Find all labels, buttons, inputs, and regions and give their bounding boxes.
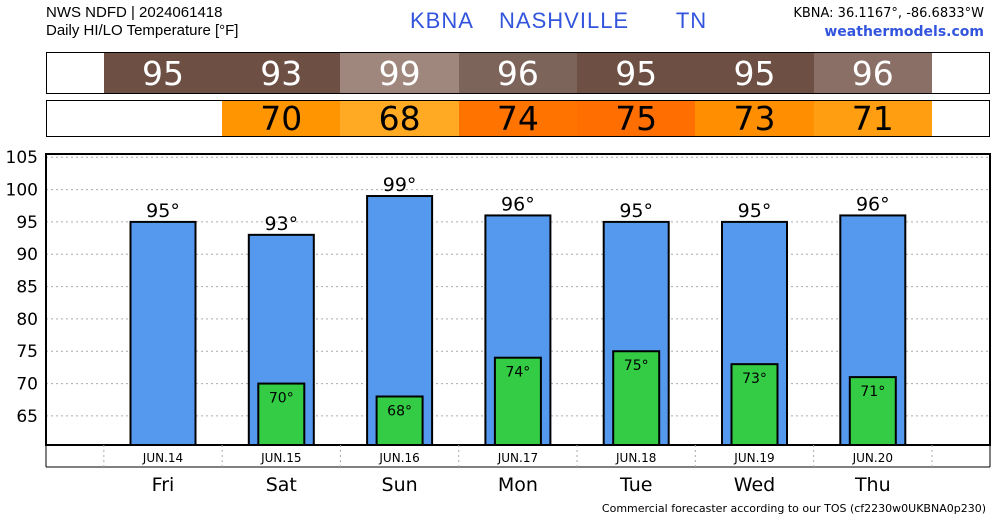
high-temp-cell: 96 [458, 53, 578, 93]
low-temp-cell: 73 [695, 99, 814, 138]
product-title: NWS NDFD | 2024061418 [46, 4, 223, 21]
station-city: NASHVILLE [499, 8, 630, 33]
low-temp-cell: 75 [577, 99, 696, 138]
date-label: JUN.19 [733, 451, 774, 465]
y-tick-label: 75 [16, 342, 38, 362]
low-temp-cell: 74 [458, 99, 578, 138]
low-temp-label: 70° [269, 391, 294, 407]
low-temp-label: 73° [742, 371, 767, 387]
y-tick-label: 80 [16, 310, 38, 330]
day-label: Wed [734, 474, 775, 496]
product-subtitle: Daily HI/LO Temperature [°F] [46, 22, 239, 39]
low-temp-bar [848, 376, 897, 447]
station-id: KBNA [410, 8, 474, 33]
low-temp-bar [612, 350, 661, 447]
y-tick-label: 90 [16, 245, 38, 265]
low-temp-bar [493, 356, 542, 446]
high-temp-cell: 99 [340, 53, 459, 93]
date-label: JUN.15 [260, 451, 301, 465]
high-temp-cell: 95 [577, 53, 696, 93]
low-temp-cell: 70 [222, 99, 341, 138]
day-label: Mon [498, 474, 538, 496]
high-temp-cell: 96 [813, 53, 932, 93]
y-tick-label: 95 [16, 213, 38, 233]
low-temp-label: 74° [505, 365, 530, 381]
high-temp-label: 95° [146, 200, 180, 222]
high-temp-strip: 95 93 99 96 95 95 96 [46, 52, 990, 94]
low-temp-label: 68° [387, 404, 412, 420]
high-temp-cell: 95 [695, 53, 814, 93]
day-label: Sat [266, 474, 297, 496]
day-label: Sun [382, 474, 418, 496]
station-heading: KBNA NASHVILLE TN [410, 8, 725, 34]
high-temp-label: 95° [619, 200, 653, 222]
high-temp-label: 99° [383, 174, 417, 196]
day-label: Fri [152, 474, 175, 496]
station-coordinates: KBNA: 36.1167°, -86.6833°W [793, 6, 984, 21]
low-temp-bar [730, 363, 779, 447]
low-temp-strip: 70 68 74 75 73 71 [46, 99, 990, 138]
high-temp-label: 96° [856, 193, 890, 215]
y-tick-label: 85 [16, 278, 38, 298]
y-tick-label: 105 [6, 148, 38, 168]
low-temp-label: 71° [860, 384, 885, 400]
high-temp-cell: 93 [222, 53, 341, 93]
low-temp-cell [104, 101, 222, 136]
site-link[interactable]: weathermodels.com [824, 24, 984, 40]
high-temp-label: 96° [501, 193, 535, 215]
high-temp-label: 95° [738, 200, 772, 222]
low-temp-cell: 68 [340, 99, 459, 138]
y-tick-label: 100 [6, 181, 38, 201]
y-tick-label: 70 [16, 375, 38, 395]
day-label: Tue [619, 474, 652, 496]
low-temp-label: 75° [624, 358, 649, 374]
low-temp-bar [257, 382, 306, 446]
footer-note: Commercial forecaster according to our T… [601, 502, 986, 515]
date-label: JUN.17 [497, 451, 538, 465]
date-label: JUN.18 [615, 451, 656, 465]
high-temp-label: 93° [264, 213, 298, 235]
high-temp-cell: 95 [103, 53, 223, 93]
date-label: JUN.16 [378, 451, 419, 465]
high-temp-bar [129, 220, 197, 447]
date-label: JUN.20 [852, 451, 893, 465]
date-label: JUN.14 [142, 451, 183, 465]
day-label: Thu [854, 474, 891, 496]
low-temp-cell: 71 [813, 99, 932, 138]
y-tick-label: 65 [16, 407, 38, 427]
plot-frame [45, 153, 991, 446]
station-state: TN [675, 8, 708, 33]
temperature-chart: 105 100 95 90 85 80 75 70 65 95° 93° 70° 99° 68° 96° 74… [6, 148, 991, 496]
